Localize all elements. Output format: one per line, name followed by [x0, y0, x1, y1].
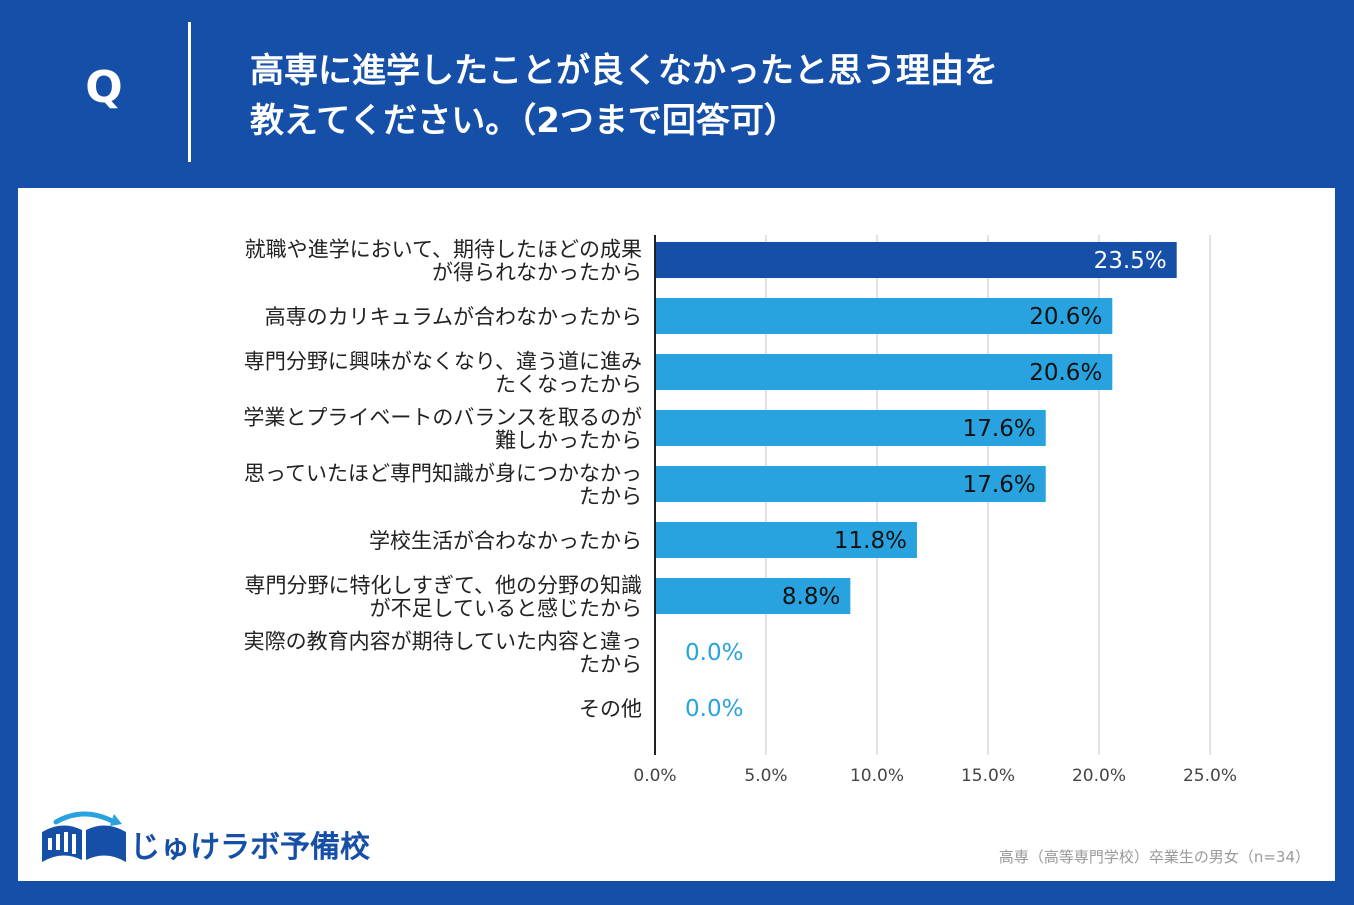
bar	[655, 354, 1113, 390]
bar-value-label: 17.6%	[963, 416, 1036, 442]
bar	[655, 466, 1046, 502]
category-label: たくなったから	[495, 373, 642, 397]
category-label: 難しかったから	[495, 429, 642, 453]
bar	[655, 578, 851, 614]
category-label: たから	[579, 653, 642, 677]
bar-value-label: 8.8%	[782, 584, 840, 610]
category-label: 学校生活が合わなかったから	[369, 529, 642, 553]
header-divider	[188, 22, 191, 162]
category-label: その他	[579, 697, 642, 721]
question-header: Q 高専に進学したことが良くなかったと思う理由を 教えてください。（2つまで回答…	[0, 0, 1354, 188]
bar-chart: 0.0% 5.0% 10.0% 15.0% 20.0% 25.0% 就職や進学において、期待…	[243, 235, 1237, 786]
x-tick-label: 0.0%	[633, 766, 676, 786]
category-label: 思っていたほど専門知識が身につかなかっ	[244, 462, 642, 486]
bar	[655, 298, 1113, 334]
x-tick-label: 25.0%	[1183, 766, 1237, 786]
bar-value-label: 11.8%	[834, 528, 907, 554]
bar	[655, 410, 1046, 446]
x-tick-label: 10.0%	[850, 766, 904, 786]
x-tick-label: 20.0%	[1072, 766, 1126, 786]
bar-value-label: 20.6%	[1029, 304, 1102, 330]
bar	[655, 242, 1177, 278]
bar	[655, 522, 917, 558]
category-label: たから	[579, 485, 642, 509]
open-book-icon	[42, 811, 126, 862]
category-label: 就職や進学において、期待したほどの成果	[245, 238, 642, 262]
category-label: 専門分野に興味がなくなり、違う道に進み	[244, 350, 642, 374]
bar-value-label: 0.0%	[685, 696, 743, 722]
category-label: 実際の教育内容が期待していた内容と違っ	[244, 630, 642, 654]
category-label: が得られなかったから	[432, 261, 642, 285]
brand-logo: じゅけラボ予備校	[38, 810, 370, 870]
question-mark-label: Q	[85, 62, 123, 113]
category-label: が不足していると感じたから	[370, 597, 642, 621]
bar-value-label: 0.0%	[685, 640, 743, 666]
bar-value-label: 17.6%	[963, 472, 1036, 498]
brand-name: じゅけラボ予備校	[130, 830, 370, 865]
category-label: 高専のカリキュラムが合わなかったから	[265, 305, 642, 329]
question-title: 高専に進学したことが良くなかったと思う理由を 教えてください。（2つまで回答可）	[250, 51, 998, 141]
x-tick-label: 15.0%	[961, 766, 1015, 786]
category-label: 専門分野に特化しすぎて、他の分野の知識	[244, 574, 642, 598]
x-tick-label: 5.0%	[744, 766, 787, 786]
category-label: 学業とプライベートのバランスを取るのが	[243, 406, 642, 430]
bar-value-label: 20.6%	[1029, 360, 1102, 386]
bar-value-label: 23.5%	[1094, 248, 1167, 274]
sample-note: 高専（高等専門学校）卒業生の男女（n=34）	[998, 848, 1310, 866]
chart-panel: 0.0% 5.0% 10.0% 15.0% 20.0% 25.0% 就職や進学において、期待…	[18, 188, 1335, 881]
